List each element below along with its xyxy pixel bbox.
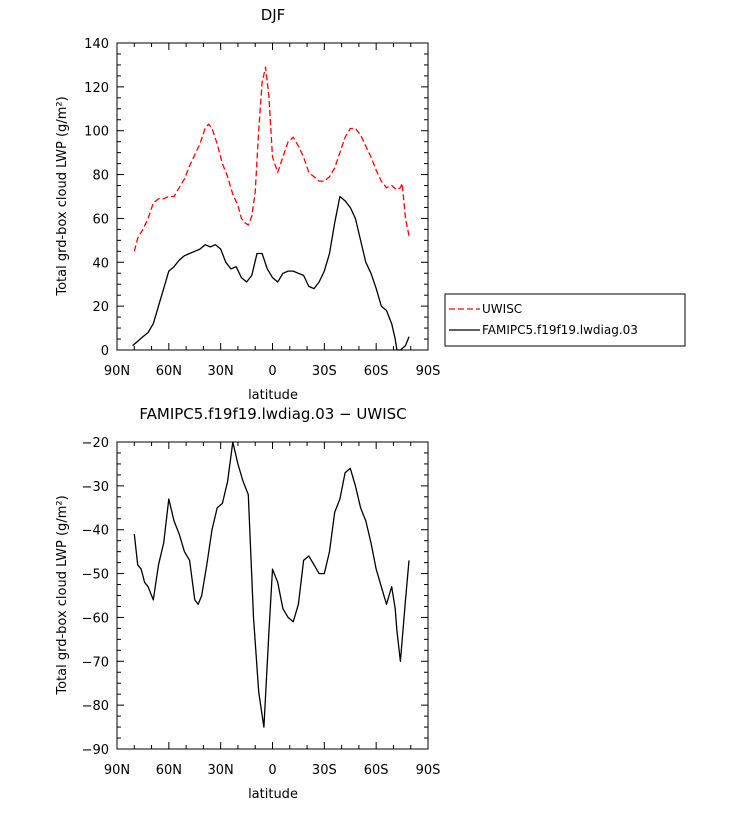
bottom-xtick-label: 60S — [364, 763, 389, 778]
top-series — [132, 66, 410, 351]
top-ytick-label: 120 — [84, 81, 109, 96]
bottom-ticks: 90N 60N 30N 0 30S 60S 90S −90 −80 −70 −60 −50 −40 −30… — [82, 436, 441, 778]
top-ytick-label: 0 — [101, 344, 109, 359]
bottom-ytick-label: −70 — [82, 655, 109, 670]
bottom-xtick-label: 0 — [268, 763, 276, 778]
bottom-ytick-label: −30 — [82, 480, 109, 495]
bottom-series-line-0 — [133, 441, 410, 728]
top-ytick-label: 100 — [84, 125, 109, 140]
top-ytick-label: 20 — [92, 300, 109, 315]
bottom-xtick-label: 60N — [156, 763, 182, 778]
legend-label-famipc5: FAMIPC5.f19f19.lwdiag.03 — [482, 323, 638, 337]
bottom-ytick-label: −80 — [82, 699, 109, 714]
bottom-ytick-label: −20 — [82, 436, 109, 451]
bottom-x-axis-label: latitude — [248, 787, 298, 802]
top-x-axis-label: latitude — [248, 388, 298, 403]
bottom-series — [133, 441, 410, 728]
top-xtick-label: 60N — [156, 364, 182, 379]
top-ticks: 90N 60N 30N 0 30S 60S 90S 0 20 40 60 80 100 120 140 — [84, 37, 440, 379]
top-ytick-label: 80 — [92, 169, 109, 184]
bottom-ytick-label: −60 — [82, 611, 109, 626]
top-ytick-label: 140 — [84, 37, 109, 52]
top-xtick-label: 60S — [364, 364, 389, 379]
top-ytick-label: 60 — [92, 212, 109, 227]
top-xtick-label: 0 — [268, 364, 276, 379]
top-series-line-1 — [132, 195, 410, 351]
bottom-xtick-label: 90N — [104, 763, 130, 778]
bottom-title: FAMIPC5.f19f19.lwdiag.03 − UWISC — [139, 405, 406, 423]
top-xtick-label: 30N — [208, 364, 234, 379]
bottom-y-axis-label: Total grd-box cloud LWP (g/m²) — [55, 495, 70, 695]
top-legend: UWISC FAMIPC5.f19f19.lwdiag.03 — [444, 293, 686, 347]
legend-label-uwisc: UWISC — [482, 302, 522, 316]
top-xtick-label: 90N — [104, 364, 130, 379]
top-xtick-label: 90S — [416, 364, 441, 379]
bottom-ytick-label: −90 — [82, 743, 109, 758]
top-xtick-label: 30S — [312, 364, 337, 379]
top-series-line-0 — [133, 66, 410, 252]
bottom-xtick-label: 90S — [416, 763, 441, 778]
bottom-xtick-label: 30S — [312, 763, 337, 778]
bottom-xtick-label: 30N — [208, 763, 234, 778]
top-panel: DJF 90N 60N 30N 0 30S 60S 90S 0 20 40 60 80 100 120 14… — [55, 6, 686, 403]
bottom-ytick-label: −40 — [82, 524, 109, 539]
legend-box — [444, 293, 686, 347]
top-ytick-label: 40 — [92, 256, 109, 271]
top-title: DJF — [261, 6, 286, 24]
bottom-panel: FAMIPC5.f19f19.lwdiag.03 − UWISC 90N 60N 3… — [55, 405, 440, 802]
top-y-axis-label: Total grd-box cloud LWP (g/m²) — [55, 96, 70, 296]
bottom-ytick-label: −50 — [82, 568, 109, 583]
bottom-plot-frame — [116, 441, 429, 750]
